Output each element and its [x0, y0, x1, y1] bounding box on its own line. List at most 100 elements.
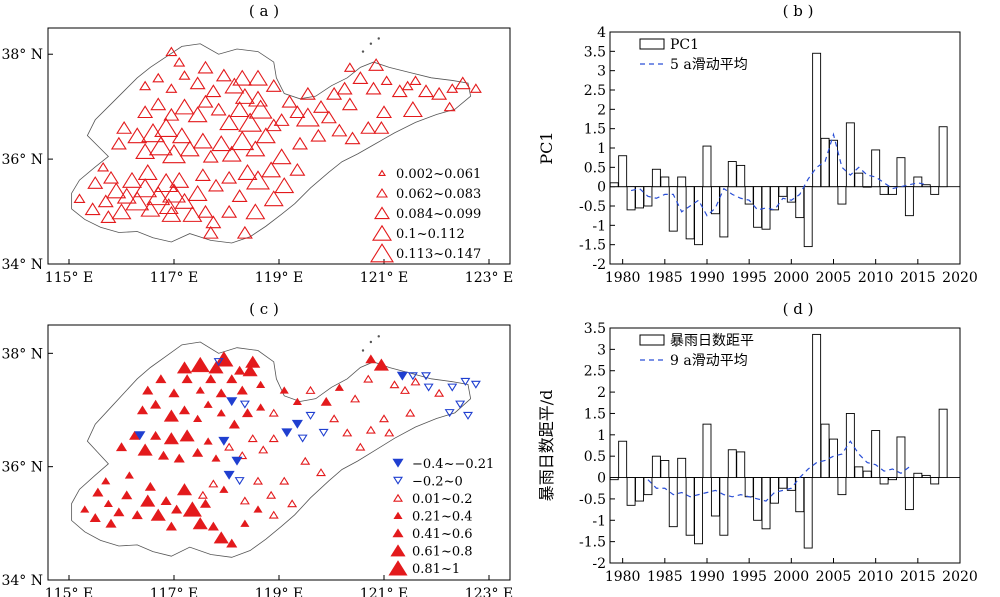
x-tick-label: 1985 — [647, 569, 683, 585]
station-marker — [133, 178, 158, 198]
station-marker — [268, 408, 279, 417]
y-tick-label: 3.5 — [584, 44, 606, 60]
station-marker — [140, 494, 156, 507]
bar — [837, 477, 847, 496]
station-marker — [73, 193, 86, 203]
lat-label: 34° N — [1, 573, 43, 589]
station-marker — [297, 434, 308, 443]
bar — [820, 137, 830, 188]
station-marker — [165, 83, 178, 93]
station-marker — [137, 443, 153, 456]
station-marker — [165, 521, 177, 531]
station-marker — [289, 162, 306, 176]
legend-label: 0.41~0.6 — [412, 527, 473, 542]
station-marker — [171, 504, 183, 514]
station-marker — [115, 442, 128, 452]
station-marker — [142, 385, 154, 395]
station-marker — [211, 454, 221, 462]
station-marker — [263, 190, 284, 207]
lon-label: 119° E — [255, 270, 303, 286]
station-marker — [155, 374, 167, 384]
station-marker — [281, 94, 298, 108]
station-marker — [160, 496, 172, 505]
bar — [685, 477, 695, 536]
bar — [761, 186, 771, 230]
lat-label: 36° N — [1, 460, 43, 476]
station-marker — [163, 409, 179, 422]
station-marker — [161, 205, 182, 222]
station-marker — [409, 75, 422, 85]
station-marker — [219, 485, 229, 493]
station-marker — [174, 192, 195, 209]
station-marker — [197, 490, 208, 499]
bar — [896, 157, 906, 188]
station-marker — [173, 57, 186, 67]
station-marker — [176, 483, 193, 496]
station-marker — [179, 140, 200, 157]
station-marker — [245, 140, 266, 157]
bar — [677, 457, 687, 478]
y-tick-label: -1.5 — [579, 238, 606, 254]
station-marker — [140, 200, 161, 217]
station-marker — [300, 456, 311, 465]
lon-label: 123° E — [465, 270, 513, 286]
station-marker — [187, 184, 208, 201]
station-marker — [176, 361, 193, 374]
bar — [888, 186, 897, 195]
station-marker — [268, 434, 279, 443]
bar — [845, 122, 855, 188]
lat-label: 36° N — [1, 152, 43, 168]
moving-average-line — [630, 132, 927, 217]
station-marker — [150, 97, 167, 111]
station-marker — [163, 107, 180, 121]
bar — [626, 477, 636, 506]
legend-marker — [393, 493, 403, 502]
station-marker — [239, 496, 250, 505]
station-marker — [344, 131, 361, 145]
legend-marker — [374, 206, 390, 220]
y-axis-label: PC1 — [537, 131, 556, 164]
station-marker — [116, 187, 137, 204]
bar — [668, 477, 678, 528]
panel-a: ( a ) 38° N 36° N 34° N 115° E 117° E 119° E 1… — [0, 0, 520, 292]
bar — [871, 430, 881, 478]
station-marker — [258, 445, 269, 454]
station-marker — [402, 101, 423, 118]
station-marker — [355, 442, 366, 451]
bar — [921, 184, 931, 188]
station-marker — [192, 517, 208, 530]
station-marker — [287, 499, 298, 508]
station-marker — [139, 80, 152, 91]
y-tick-label: 3 — [597, 342, 606, 358]
station-marker — [125, 191, 150, 211]
station-marker — [190, 356, 210, 373]
bar — [854, 172, 864, 188]
x-tick-label: 2000 — [774, 270, 810, 286]
station-marker — [292, 136, 308, 150]
station-marker — [305, 411, 316, 420]
station-marker — [103, 499, 113, 507]
bar — [702, 145, 712, 188]
station-marker — [121, 490, 133, 500]
station-marker — [171, 127, 192, 144]
station-marker — [124, 471, 134, 479]
station-marker — [236, 225, 253, 239]
lat-label: 38° N — [1, 346, 43, 362]
station-marker — [342, 428, 353, 437]
bar — [938, 126, 948, 188]
bar — [778, 477, 788, 489]
station-marker — [365, 81, 382, 95]
station-marker — [230, 130, 255, 151]
station-marker — [162, 144, 186, 164]
bar — [761, 477, 771, 530]
island-2 — [361, 349, 365, 352]
station-marker — [136, 405, 149, 415]
legend-label: 0.062~0.083 — [396, 187, 481, 202]
legend-label: 0.81~1 — [412, 562, 460, 577]
station-marker — [396, 371, 408, 381]
station-marker — [193, 414, 203, 422]
station-marker — [265, 79, 282, 92]
station-marker — [455, 400, 466, 409]
panel-b: ( b ) -2 -1.5 -1 -0.5 0 0.5 1 1.5 2 2.5 3 3.5 4 1980 1… — [530, 0, 1000, 300]
